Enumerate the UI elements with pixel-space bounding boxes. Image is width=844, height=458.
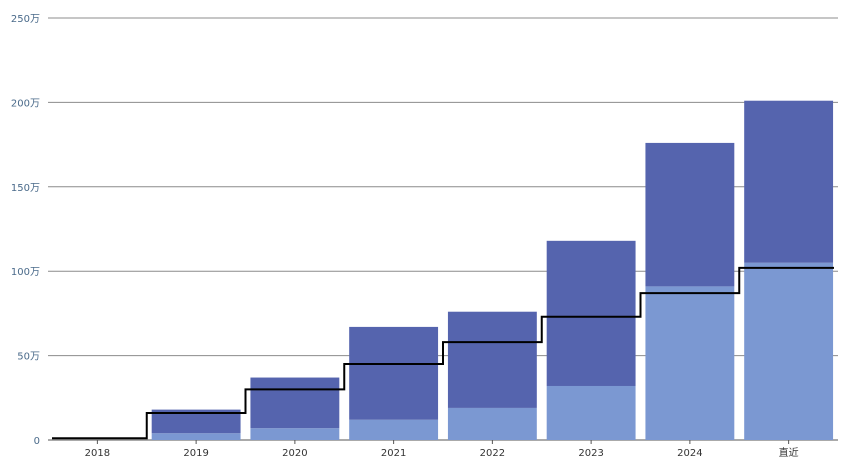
bar-segment-upper bbox=[250, 377, 340, 429]
y-tick-label: 250万 bbox=[11, 14, 40, 25]
bar-segment-upper bbox=[546, 240, 636, 386]
y-tick-label: 50万 bbox=[17, 352, 40, 363]
x-axis-ticks: 2018 2019 2020 2021 2022 2023 2024 直近 bbox=[85, 440, 799, 458]
x-tick-label: 2024 bbox=[677, 448, 702, 458]
bar-segment-upper bbox=[151, 409, 241, 434]
bar-segment-lower bbox=[447, 407, 537, 440]
y-tick-label: 150万 bbox=[11, 183, 40, 194]
x-tick-label: 2021 bbox=[381, 448, 406, 458]
y-axis-ticks: 0 50万 100万 150万 200万 250万 bbox=[11, 14, 40, 447]
bar-segment-lower bbox=[349, 419, 439, 440]
bar-segment-lower bbox=[151, 433, 241, 440]
bars bbox=[151, 100, 834, 440]
y-tick-label: 0 bbox=[34, 436, 40, 447]
bar-segment-lower bbox=[250, 428, 340, 440]
y-tick-label: 100万 bbox=[11, 267, 40, 278]
x-tick-label: 2018 bbox=[85, 448, 110, 458]
x-tick-label: 2020 bbox=[282, 448, 307, 458]
bar-segment-lower bbox=[645, 286, 735, 440]
bar-segment-upper bbox=[744, 100, 834, 263]
step-line-layer bbox=[52, 266, 834, 440]
x-tick-label: 2023 bbox=[578, 448, 603, 458]
bar-segment-upper bbox=[645, 142, 735, 287]
bar-segment-upper bbox=[447, 311, 537, 408]
x-tick-label: 2022 bbox=[480, 448, 505, 458]
bar-segment-lower bbox=[546, 385, 636, 440]
bar-segment-lower bbox=[744, 262, 834, 440]
step-line bbox=[52, 266, 834, 440]
bar-segment-upper bbox=[349, 326, 439, 420]
y-tick-label: 200万 bbox=[11, 98, 40, 109]
x-tick-label: 2019 bbox=[183, 448, 208, 458]
x-tick-label: 直近 bbox=[779, 446, 799, 458]
